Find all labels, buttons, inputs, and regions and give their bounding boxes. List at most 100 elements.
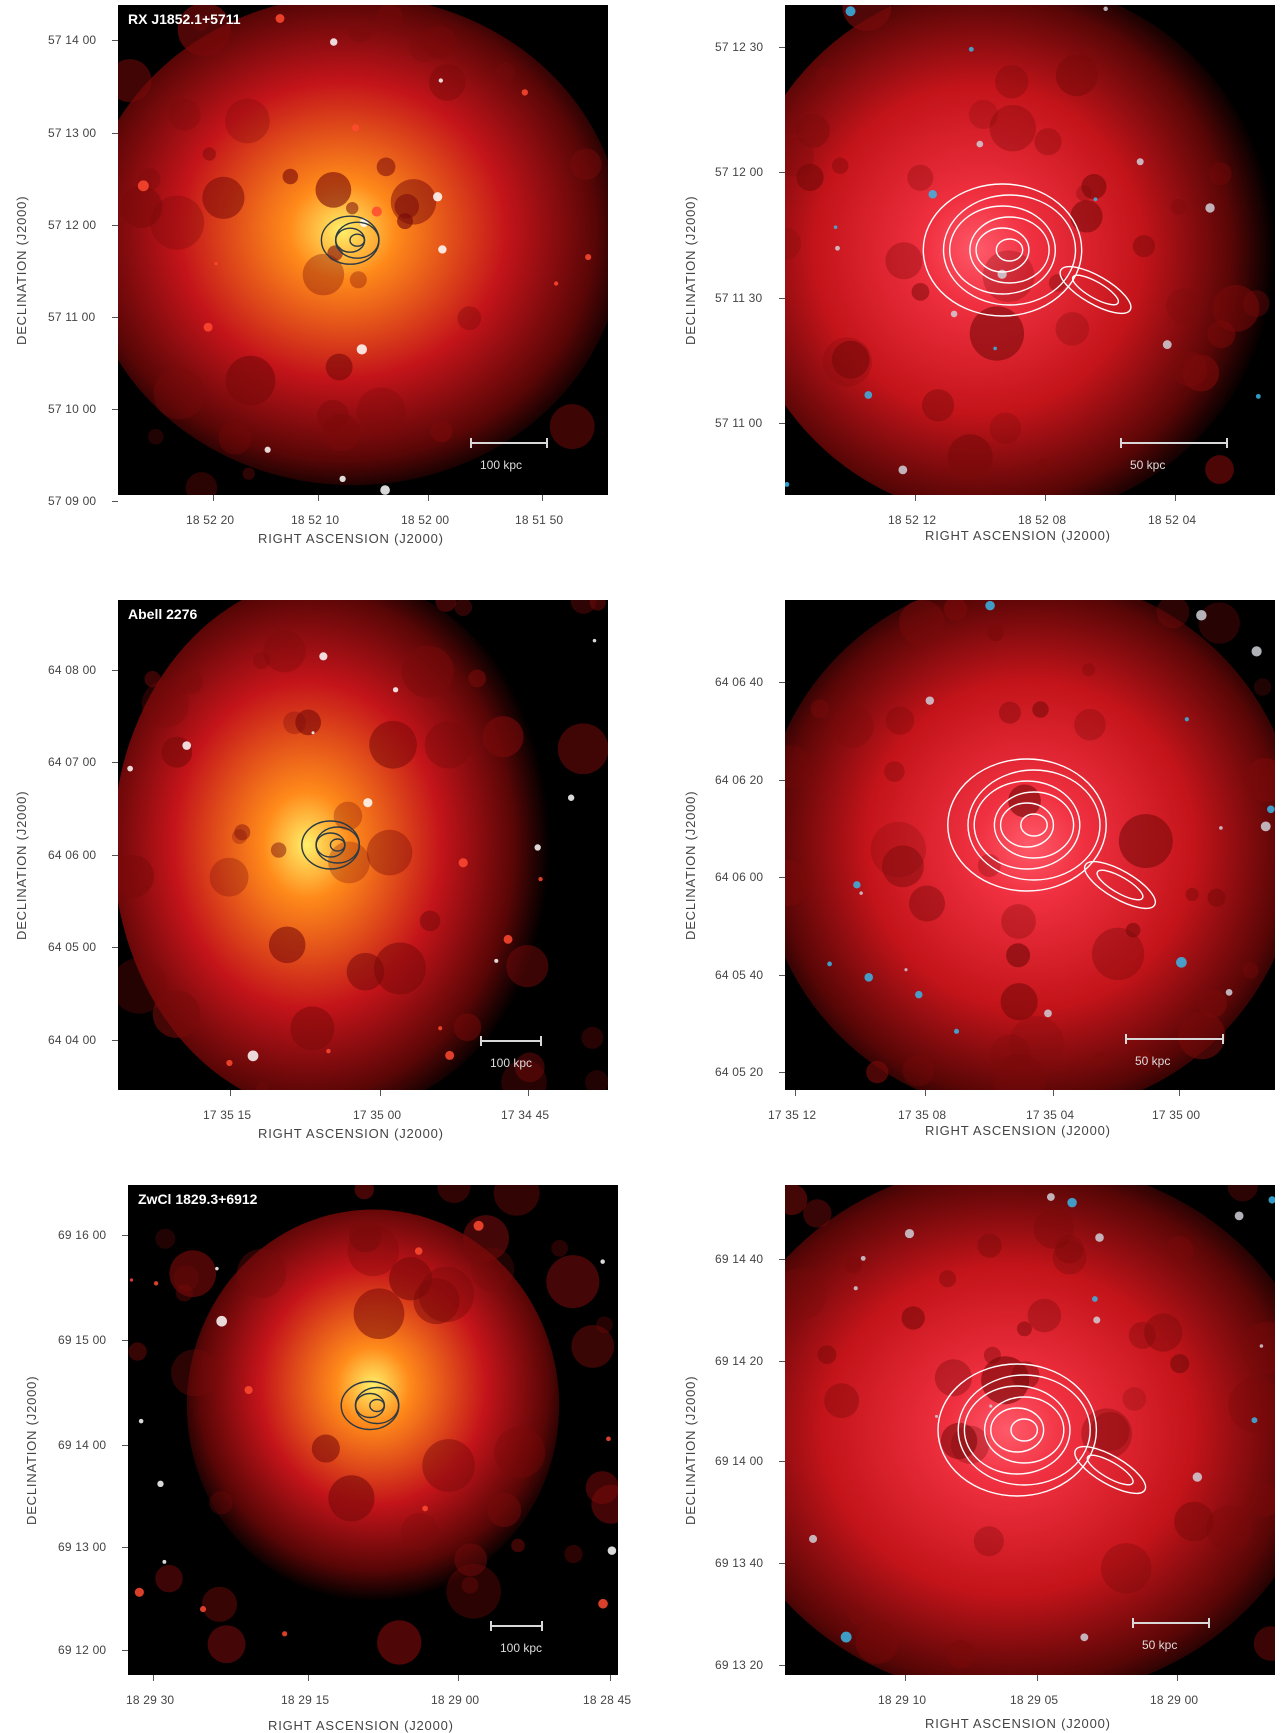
point-source: [567, 794, 575, 801]
point-source: [458, 858, 468, 868]
y-tick-label: 57 10 00: [48, 402, 97, 416]
point-source: [129, 1278, 134, 1282]
point-source: [864, 391, 873, 399]
point-source: [853, 881, 861, 889]
x-tick-label: 17 35 04: [1026, 1108, 1075, 1122]
y-tick: [112, 762, 118, 763]
point-source: [445, 1050, 455, 1060]
y-axis-label: DECLINATION (J2000): [14, 790, 29, 940]
y-tick: [779, 1563, 785, 1564]
x-tick-label: 18 51 50: [515, 513, 564, 527]
point-source: [1260, 821, 1271, 832]
point-source: [915, 990, 923, 999]
y-tick-label: 64 06 00: [48, 848, 97, 862]
point-source: [993, 346, 997, 351]
point-source: [380, 485, 390, 495]
y-tick-label: 57 11 00: [715, 416, 763, 430]
x-tick: [230, 1090, 231, 1096]
point-source: [1044, 1009, 1052, 1018]
point-source: [215, 1266, 219, 1271]
point-source: [1192, 1472, 1203, 1482]
panel-image-4: [785, 600, 1275, 1090]
y-tick: [779, 172, 785, 173]
y-tick-label: 64 07 00: [48, 755, 97, 769]
x-tick-label: 17 35 00: [1152, 1108, 1201, 1122]
point-source: [226, 1059, 233, 1067]
y-tick-label: 69 16 00: [58, 1228, 107, 1242]
point-source: [585, 254, 592, 261]
point-source: [503, 934, 513, 944]
x-tick-label: 17 35 15: [203, 1108, 252, 1122]
x-tick-label: 17 35 08: [898, 1108, 947, 1122]
point-source: [1046, 1193, 1055, 1201]
y-tick-label: 57 12 00: [715, 165, 764, 179]
y-axis-label: DECLINATION (J2000): [683, 1375, 698, 1525]
y-tick: [122, 1340, 128, 1341]
y-tick: [112, 409, 118, 410]
point-source: [864, 973, 874, 982]
x-tick: [1037, 1675, 1038, 1681]
point-source: [934, 1414, 939, 1418]
point-source: [1067, 1197, 1077, 1208]
y-axis-label: DECLINATION (J2000): [14, 195, 29, 345]
point-source: [809, 1534, 818, 1543]
x-tick: [1179, 1090, 1180, 1096]
x-axis-label: RIGHT ASCENSION (J2000): [925, 1123, 1111, 1138]
point-source: [438, 1026, 443, 1031]
y-tick: [112, 670, 118, 671]
y-tick-label: 69 13 20: [715, 1658, 764, 1672]
point-source: [1095, 1233, 1104, 1242]
point-source: [414, 1247, 423, 1255]
x-tick-label: 18 52 08: [1018, 513, 1067, 527]
point-source: [153, 1281, 159, 1286]
y-tick: [112, 133, 118, 134]
y-tick-label: 69 12 00: [58, 1643, 107, 1657]
cluster-emission: [785, 1185, 1275, 1675]
x-tick: [610, 1675, 611, 1681]
point-source: [282, 1631, 288, 1637]
y-tick: [112, 855, 118, 856]
point-source: [1225, 989, 1233, 996]
y-tick: [779, 298, 785, 299]
point-source: [521, 89, 528, 96]
point-source: [845, 6, 856, 17]
point-source: [904, 968, 908, 972]
point-source: [553, 281, 559, 286]
scale-bar-label: 100 kpc: [500, 1641, 543, 1655]
point-source: [840, 1631, 852, 1643]
y-tick-label: 64 06 20: [715, 773, 764, 787]
point-source: [319, 652, 328, 661]
point-source: [538, 876, 543, 882]
point-source: [352, 124, 360, 132]
point-source: [859, 891, 863, 895]
x-tick: [1177, 1675, 1178, 1681]
x-tick-label: 17 35 12: [768, 1108, 817, 1122]
x-tick: [542, 495, 543, 501]
radio-contours: [301, 820, 361, 870]
point-source: [330, 38, 338, 46]
point-source: [438, 78, 444, 83]
y-tick-label: 57 14 00: [48, 33, 97, 47]
point-source: [371, 206, 382, 217]
point-source: [953, 1028, 960, 1034]
x-tick: [1053, 1090, 1054, 1096]
y-tick-label: 69 14 20: [715, 1354, 764, 1368]
y-tick: [122, 1445, 128, 1446]
y-tick: [112, 40, 118, 41]
y-tick-label: 64 05 40: [715, 968, 764, 982]
y-tick: [779, 1665, 785, 1666]
x-tick-label: 18 29 05: [1010, 1693, 1059, 1707]
x-tick: [528, 1090, 529, 1096]
y-tick-label: 69 15 00: [58, 1333, 107, 1347]
point-source: [1234, 1211, 1244, 1221]
point-source: [363, 798, 373, 808]
radio-contours: [937, 1363, 1147, 1497]
point-source: [1255, 393, 1261, 399]
x-tick: [795, 1090, 796, 1096]
x-tick: [428, 495, 429, 501]
y-tick: [779, 975, 785, 976]
scale-bar-label: 50 kpc: [1130, 458, 1166, 472]
y-tick: [112, 501, 118, 502]
point-source: [976, 140, 984, 148]
y-tick: [779, 877, 785, 878]
